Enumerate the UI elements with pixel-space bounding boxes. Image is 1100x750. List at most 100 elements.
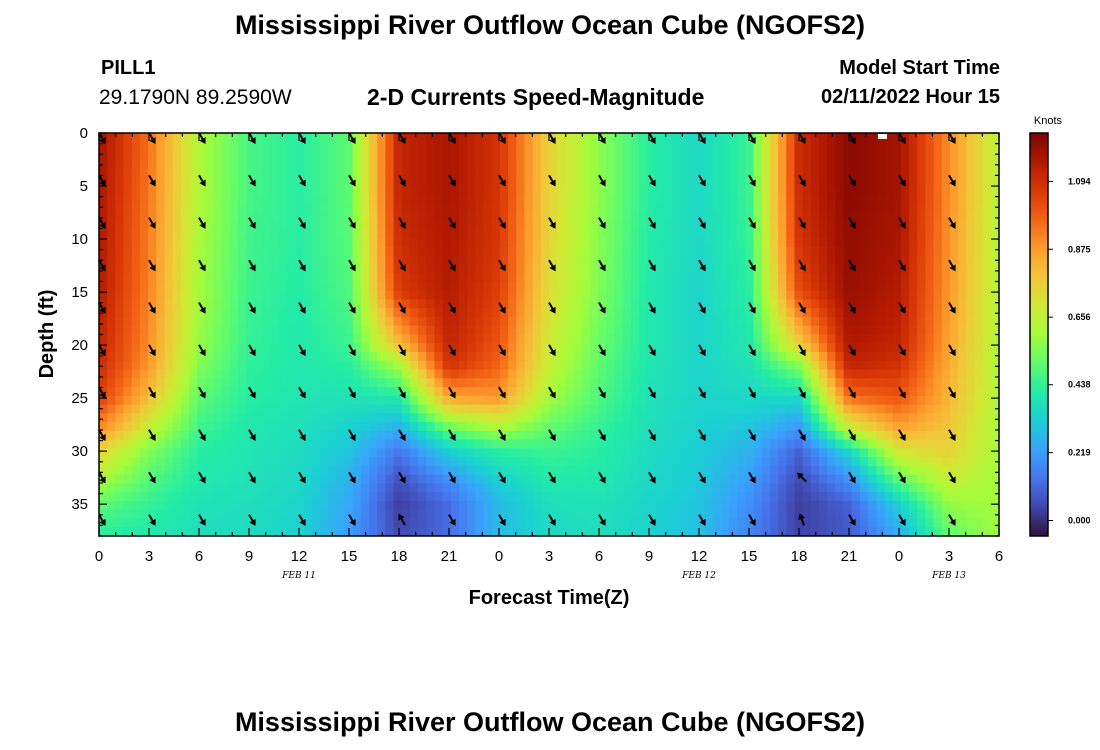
- heatmap-cell: [287, 430, 296, 441]
- heatmap-cell: [876, 352, 886, 362]
- heatmap-cell: [720, 203, 730, 213]
- heatmap-cell: [442, 194, 452, 204]
- heatmap-cell: [622, 220, 632, 230]
- heatmap-cell: [966, 194, 976, 204]
- heatmap-cell: [868, 194, 877, 204]
- heatmap-cell: [156, 413, 166, 423]
- heatmap-cell: [303, 422, 313, 432]
- heatmap-cell: [622, 316, 632, 327]
- heatmap-cell: [385, 413, 395, 423]
- heatmap-cell: [704, 334, 714, 344]
- heatmap-cell: [990, 325, 999, 336]
- heatmap-cell: [949, 387, 959, 397]
- heatmap-cell: [835, 422, 845, 432]
- heatmap-cell: [360, 185, 370, 195]
- heatmap-cell: [352, 308, 362, 318]
- heatmap-cell: [213, 465, 223, 476]
- heatmap-cell: [328, 325, 337, 336]
- heatmap-cell: [172, 273, 182, 283]
- heatmap-cell: [131, 509, 141, 520]
- heatmap-cell: [761, 255, 771, 266]
- heatmap-cell: [729, 457, 738, 467]
- heatmap-cell: [622, 378, 632, 388]
- heatmap-cell: [139, 133, 149, 143]
- heatmap-cell: [573, 176, 583, 187]
- heatmap-cell: [107, 509, 116, 520]
- heatmap-cell: [712, 308, 722, 318]
- heatmap-cell: [663, 360, 673, 371]
- heatmap-cell: [598, 150, 607, 160]
- heatmap-cell: [287, 422, 296, 432]
- heatmap-cell: [884, 404, 894, 414]
- heatmap-cell: [671, 281, 681, 292]
- heatmap-cell: [778, 203, 787, 213]
- heatmap-cell: [835, 308, 845, 318]
- heatmap-cell: [565, 255, 575, 266]
- heatmap-cell: [909, 352, 918, 362]
- heatmap-cell: [385, 141, 395, 152]
- heatmap-cell: [131, 246, 141, 257]
- heatmap-cell: [958, 316, 967, 327]
- heatmap-cell: [868, 159, 877, 169]
- heatmap-cell: [524, 360, 534, 371]
- heatmap-cell: [369, 448, 378, 458]
- heatmap-cell: [540, 448, 550, 458]
- heatmap-cell: [876, 492, 886, 502]
- heatmap-cell: [409, 325, 419, 336]
- heatmap-cell: [131, 264, 141, 274]
- heatmap-cell: [606, 430, 616, 441]
- heatmap-cell: [843, 387, 853, 397]
- heatmap-cell: [336, 492, 346, 502]
- heatmap-cell: [737, 509, 746, 520]
- heatmap-cell: [704, 211, 714, 222]
- heatmap-cell: [328, 264, 337, 274]
- heatmap-cell: [786, 343, 796, 353]
- heatmap-cell: [434, 185, 444, 195]
- heatmap-cell: [409, 334, 419, 344]
- heatmap-cell: [434, 360, 444, 371]
- heatmap-cell: [344, 378, 354, 388]
- heatmap-cell: [287, 448, 296, 458]
- heatmap-cell: [941, 185, 951, 195]
- heatmap-cell: [336, 352, 346, 362]
- heatmap-cell: [769, 299, 779, 309]
- heatmap-cell: [769, 360, 779, 371]
- heatmap-cell: [442, 168, 452, 178]
- heatmap-cell: [131, 299, 141, 309]
- heatmap-cell: [606, 334, 616, 344]
- heatmap-cell: [868, 378, 877, 388]
- heatmap-cell: [459, 168, 468, 178]
- heatmap-cell: [712, 334, 722, 344]
- heatmap-cell: [99, 308, 108, 318]
- heatmap-cell: [835, 343, 845, 353]
- heatmap-cell: [966, 290, 976, 301]
- heatmap-cell: [344, 168, 354, 178]
- heatmap-cell: [295, 387, 305, 397]
- heatmap-cell: [115, 185, 125, 195]
- heatmap-cell: [336, 133, 346, 143]
- heatmap-cell: [156, 159, 166, 169]
- heatmap-cell: [369, 211, 378, 222]
- heatmap-cell: [630, 246, 640, 257]
- heatmap-cell: [434, 483, 444, 493]
- heatmap-cell: [262, 273, 272, 283]
- heatmap-cell: [540, 430, 550, 441]
- heatmap-cell: [139, 474, 149, 485]
- heatmap-cell: [835, 264, 845, 274]
- heatmap-cell: [189, 404, 198, 414]
- heatmap-cell: [172, 299, 182, 309]
- heatmap-cell: [614, 448, 624, 458]
- heatmap-cell: [909, 168, 918, 178]
- heatmap-cell: [303, 369, 313, 379]
- heatmap-cell: [917, 404, 926, 414]
- heatmap-cell: [467, 229, 476, 239]
- heatmap-cell: [467, 378, 476, 388]
- heatmap-cell: [688, 413, 697, 423]
- heatmap-cell: [295, 203, 305, 213]
- heatmap-cell: [311, 404, 321, 414]
- heatmap-cell: [287, 360, 296, 371]
- heatmap-cell: [180, 334, 190, 344]
- heatmap-cell: [148, 255, 157, 266]
- heatmap-cell: [933, 150, 943, 160]
- heatmap-cell: [164, 334, 174, 344]
